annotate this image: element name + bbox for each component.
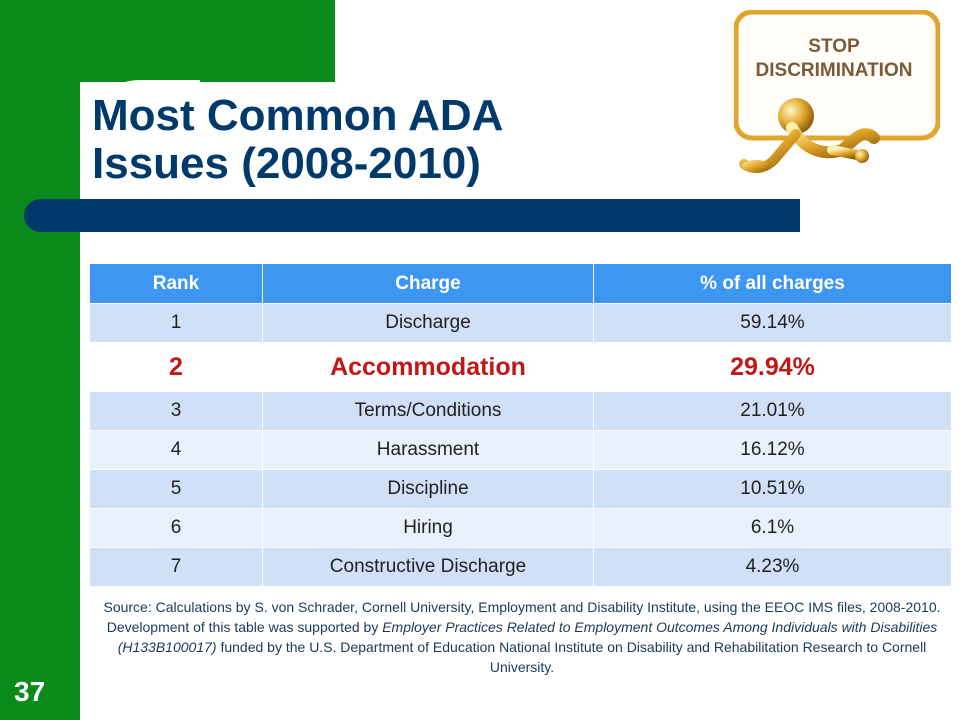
rank-cell: 2 <box>89 342 263 392</box>
table-row: 7 Constructive Discharge 4.23% <box>89 547 952 587</box>
table-row: 3 Terms/Conditions 21.01% <box>89 391 952 431</box>
percent-cell: 29.94% <box>593 342 952 392</box>
header-rank: Rank <box>89 263 263 304</box>
percent-cell: 10.51% <box>593 469 952 509</box>
rank-cell: 7 <box>89 547 263 587</box>
charge-cell: Discharge <box>262 303 594 343</box>
table-row: 4 Harassment 16.12% <box>89 430 952 470</box>
left-green-bar <box>0 0 80 720</box>
rank-cell: 3 <box>89 391 263 431</box>
content-corner <box>80 80 200 200</box>
table-row: 6 Hiring 6.1% <box>89 508 952 548</box>
charge-cell: Discipline <box>262 469 594 509</box>
percent-cell: 21.01% <box>593 391 952 431</box>
table-header-row: Rank Charge % of all charges <box>89 263 952 304</box>
header-percent: % of all charges <box>593 263 952 304</box>
top-green-block <box>80 0 335 82</box>
rank-cell: 6 <box>89 508 263 548</box>
ada-issues-table: Rank Charge % of all charges 1 Discharge… <box>89 263 952 587</box>
title-line-1: Most Common ADA <box>92 91 504 140</box>
title-line-2: Issues (2008-2010) <box>92 139 481 188</box>
percent-cell: 4.23% <box>593 547 952 587</box>
charge-cell: Terms/Conditions <box>262 391 594 431</box>
percent-cell: 6.1% <box>593 508 952 548</box>
slide-title: Most Common ADA Issues (2008-2010) <box>92 92 503 188</box>
rank-cell: 1 <box>89 303 263 343</box>
header-charge: Charge <box>262 263 594 304</box>
table-row: 1 Discharge 59.14% <box>89 303 952 343</box>
stop-discrimination-logo: STOP DISCRIMINATION <box>734 10 940 174</box>
source-text-part2: funded by the U.S. Department of Educati… <box>216 639 927 675</box>
charge-cell: Constructive Discharge <box>262 547 594 587</box>
logo-text-discrimination: DISCRIMINATION <box>756 60 913 81</box>
table-row: 5 Discipline 10.51% <box>89 469 952 509</box>
source-text-italic: Employer Practices Related to Employment… <box>117 619 938 655</box>
charge-cell: Accommodation <box>262 342 594 392</box>
source-text-part1: Source: Calculations by S. von Schrader,… <box>103 599 941 635</box>
source-citation: Source: Calculations by S. von Schrader,… <box>92 597 952 677</box>
slide-number: 37 <box>14 676 46 707</box>
logo-text-stop: STOP <box>808 36 860 57</box>
rank-cell: 5 <box>89 469 263 509</box>
table-row-highlighted: 2 Accommodation 29.94% <box>89 342 952 392</box>
rank-cell: 4 <box>89 430 263 470</box>
title-underline-bar <box>24 199 800 232</box>
percent-cell: 59.14% <box>593 303 952 343</box>
percent-cell: 16.12% <box>593 430 952 470</box>
charge-cell: Harassment <box>262 430 594 470</box>
charge-cell: Hiring <box>262 508 594 548</box>
